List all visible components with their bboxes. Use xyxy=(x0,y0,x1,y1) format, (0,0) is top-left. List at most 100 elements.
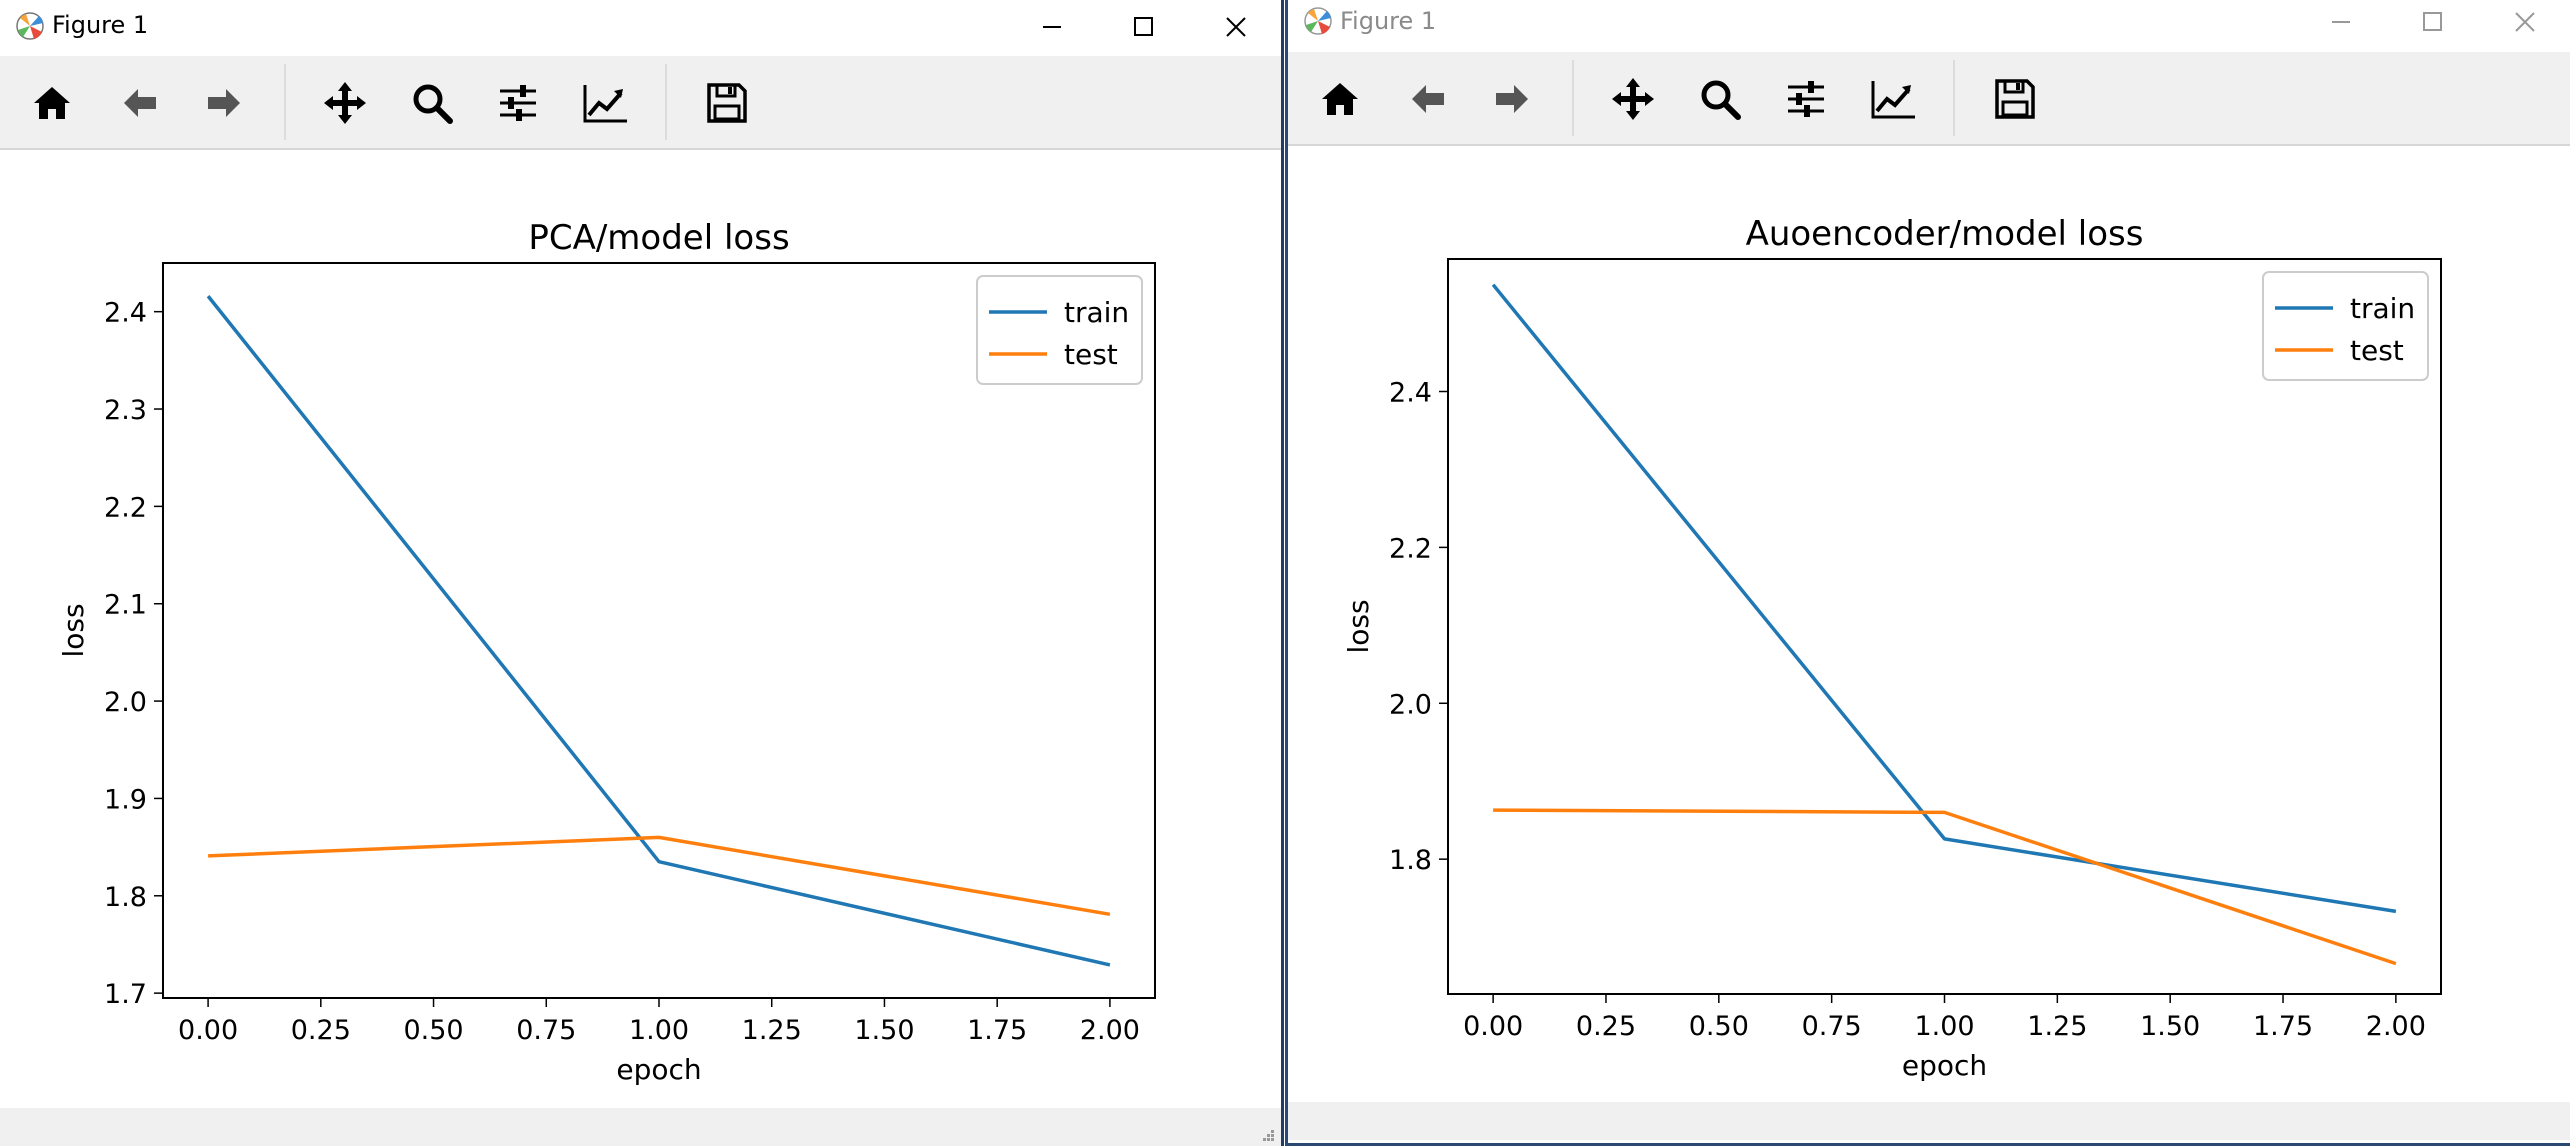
maximize-button[interactable] xyxy=(1098,0,1190,54)
minimize-button[interactable] xyxy=(2295,0,2387,44)
maximize-button[interactable] xyxy=(2387,0,2479,44)
window-title: Figure 1 xyxy=(52,11,149,39)
matplotlib-logo-icon xyxy=(1304,7,1332,35)
line-chart-icon xyxy=(1871,81,1915,119)
home-button[interactable] xyxy=(1313,72,1367,126)
home-button[interactable] xyxy=(25,76,79,130)
back-arrow-icon xyxy=(1412,85,1444,113)
x-tick-label: 1.25 xyxy=(2027,1011,2087,1042)
x-tick-label: 1.75 xyxy=(967,1015,1027,1046)
forward-button[interactable] xyxy=(197,76,251,130)
x-tick-label: 1.50 xyxy=(2140,1011,2200,1042)
legend-label-train: train xyxy=(2350,292,2415,325)
x-tick-label: 0.25 xyxy=(291,1015,351,1046)
navigation-toolbar xyxy=(0,56,1281,150)
series-line-train xyxy=(1491,283,2397,914)
minimize-icon xyxy=(2332,21,2350,23)
x-tick-label: 0.50 xyxy=(1689,1011,1749,1042)
toolbar-separator xyxy=(1953,60,1955,136)
loss-chart: Auoencoder/model loss 0.00 0.25 0.50 0.75 1.0… xyxy=(1342,214,2442,1082)
y-tick-label: 1.8 xyxy=(1389,845,1432,876)
series-line-test xyxy=(1493,808,2397,966)
edit-axis-button[interactable] xyxy=(1866,72,1920,126)
move-arrows-icon xyxy=(324,82,366,124)
toolbar-separator xyxy=(1572,60,1574,136)
minimize-icon xyxy=(1043,26,1061,28)
y-tick-label: 2.4 xyxy=(1389,378,1432,409)
floppy-disk-icon xyxy=(1995,79,2035,119)
figure-canvas[interactable]: PCA/model loss 0.00 0.25 0.50 0.75 1.00 1.25 1.… xyxy=(0,150,1281,1106)
legend-label-train: train xyxy=(1064,296,1129,329)
title-bar[interactable]: Figure 1 xyxy=(1288,0,2570,54)
y-tick-label: 1.9 xyxy=(104,784,147,815)
back-button[interactable] xyxy=(113,76,167,130)
x-tick-label: 1.25 xyxy=(742,1015,802,1046)
status-bar xyxy=(1288,1102,2570,1140)
y-axis-label: loss xyxy=(1342,599,1375,653)
maximize-icon xyxy=(1134,17,1153,36)
configure-subplots-button[interactable] xyxy=(491,76,545,130)
y-tick-label: 2.0 xyxy=(1389,689,1432,720)
x-tick-label: 1.00 xyxy=(629,1015,689,1046)
y-tick-label: 2.2 xyxy=(104,492,147,523)
figure-window-2: Figure 1 xyxy=(1285,0,2570,1146)
x-tick-label: 0.50 xyxy=(403,1015,463,1046)
magnifier-icon xyxy=(1701,80,1741,120)
sliders-icon xyxy=(500,85,536,121)
x-tick-label: 0.75 xyxy=(516,1015,576,1046)
y-tick-label: 2.4 xyxy=(104,298,147,329)
back-button[interactable] xyxy=(1401,72,1455,126)
axes-frame xyxy=(162,262,1156,999)
magnifier-icon xyxy=(413,84,453,124)
navigation-toolbar xyxy=(1288,52,2570,146)
save-button[interactable] xyxy=(700,76,754,130)
y-tick-label: 2.3 xyxy=(104,395,147,426)
x-tick-label: 1.75 xyxy=(2253,1011,2313,1042)
y-tick-label: 2.1 xyxy=(104,590,147,621)
loss-chart: PCA/model loss 0.00 0.25 0.50 0.75 1.00 1.25 1.… xyxy=(57,218,1156,1086)
y-tick-label: 1.7 xyxy=(104,979,147,1010)
toolbar-separator xyxy=(284,64,286,140)
close-icon xyxy=(2515,12,2535,32)
window-title: Figure 1 xyxy=(1340,7,1437,35)
zoom-button[interactable] xyxy=(405,76,459,130)
series-line-train xyxy=(206,295,1111,967)
forward-arrow-icon xyxy=(208,89,240,117)
x-tick-label: 1.00 xyxy=(1914,1011,1974,1042)
chart-title: PCA/model loss xyxy=(528,218,789,258)
pan-button[interactable] xyxy=(1606,72,1660,126)
home-icon xyxy=(1322,83,1358,115)
figure-window-1: Figure 1 xyxy=(0,0,1284,1146)
x-tick-label: 2.00 xyxy=(1080,1015,1140,1046)
figure-canvas[interactable]: Auoencoder/model loss 0.00 0.25 0.50 0.75 1.0… xyxy=(1288,146,2570,1102)
matplotlib-logo-icon xyxy=(16,12,44,40)
y-tick-label: 1.8 xyxy=(104,882,147,913)
save-button[interactable] xyxy=(1988,72,2042,126)
x-tick-label: 0.00 xyxy=(178,1015,238,1046)
x-tick-label: 0.75 xyxy=(1802,1011,1862,1042)
configure-subplots-button[interactable] xyxy=(1779,72,1833,126)
legend-label-test: test xyxy=(2350,334,2404,367)
y-tick-label: 2.2 xyxy=(1389,533,1432,564)
minimize-button[interactable] xyxy=(1006,0,1098,54)
back-arrow-icon xyxy=(124,89,156,117)
x-axis-label: epoch xyxy=(1902,1049,1987,1082)
x-tick-label: 0.25 xyxy=(1576,1011,1636,1042)
x-axis-label: epoch xyxy=(616,1053,701,1086)
status-bar xyxy=(0,1108,1281,1146)
legend-label-test: test xyxy=(1064,338,1118,371)
resize-grip-icon[interactable] xyxy=(1259,1126,1275,1142)
close-button[interactable] xyxy=(1190,0,1281,54)
move-arrows-icon xyxy=(1612,78,1654,120)
maximize-icon xyxy=(2423,12,2442,31)
zoom-button[interactable] xyxy=(1693,72,1747,126)
pan-button[interactable] xyxy=(318,76,372,130)
legend-box xyxy=(976,275,1143,385)
axes-frame xyxy=(1447,258,2442,995)
title-bar[interactable]: Figure 1 xyxy=(0,0,1281,54)
close-button[interactable] xyxy=(2479,0,2570,44)
x-tick-label: 0.00 xyxy=(1463,1011,1523,1042)
edit-axis-button[interactable] xyxy=(578,76,632,130)
legend-box xyxy=(2262,271,2429,381)
forward-button[interactable] xyxy=(1485,72,1539,126)
